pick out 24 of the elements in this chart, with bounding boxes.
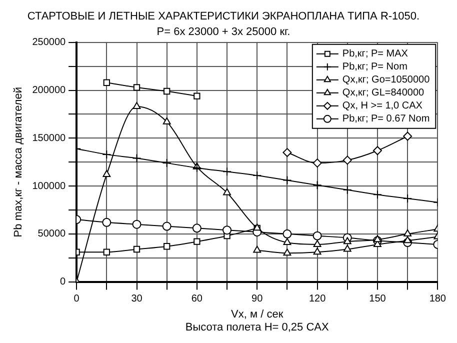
legend-label: Qx,кг; GL=840000 [342, 88, 425, 99]
x-tick-label: 90 [252, 294, 264, 305]
legend-label: Qx, H >= 1,0 CAX [342, 100, 423, 112]
legend-label: Pb,кг; P= 0.67 Nom [342, 114, 430, 125]
chart-subtitle: P= 6x 23000 + 3x 25000 кг. [156, 26, 290, 38]
legend-label: Pb,кг; P= Nom [342, 62, 408, 73]
legend-label: Pb,кг; P= MAX [342, 48, 408, 60]
text: Высота полета H= 0,25 CAX [185, 322, 330, 334]
legend-label: Qx,кг; Go=1050000 [342, 74, 430, 86]
y-tick-label: 100000 [32, 180, 66, 192]
x-tick-label: 180 [429, 294, 446, 305]
y-tick-label: 150000 [32, 132, 66, 144]
x-axis-title: Vx, м / сек [231, 308, 284, 320]
y-tick-label: 200000 [32, 85, 66, 96]
y-tick-label: 50000 [38, 228, 66, 240]
chart-title: СТАРТОВЫЕ И ЛЕТНЫЕ ХАРАКТЕРИСТИКИ ЭКРАНОПЛАНА ТИПА R-1050. [27, 10, 420, 23]
y-tick-label: 0 [60, 276, 66, 288]
x-tick-label: 30 [131, 294, 143, 305]
x-tick-label: 120 [308, 294, 326, 305]
x-tick-label: 0 [74, 294, 80, 305]
y-tick-label: 250000 [32, 37, 66, 48]
y-axis-title: Pb max,кг - масса двигателей [12, 87, 25, 238]
x-tick-label: 60 [191, 294, 203, 305]
x-tick-label: 150 [369, 294, 386, 305]
